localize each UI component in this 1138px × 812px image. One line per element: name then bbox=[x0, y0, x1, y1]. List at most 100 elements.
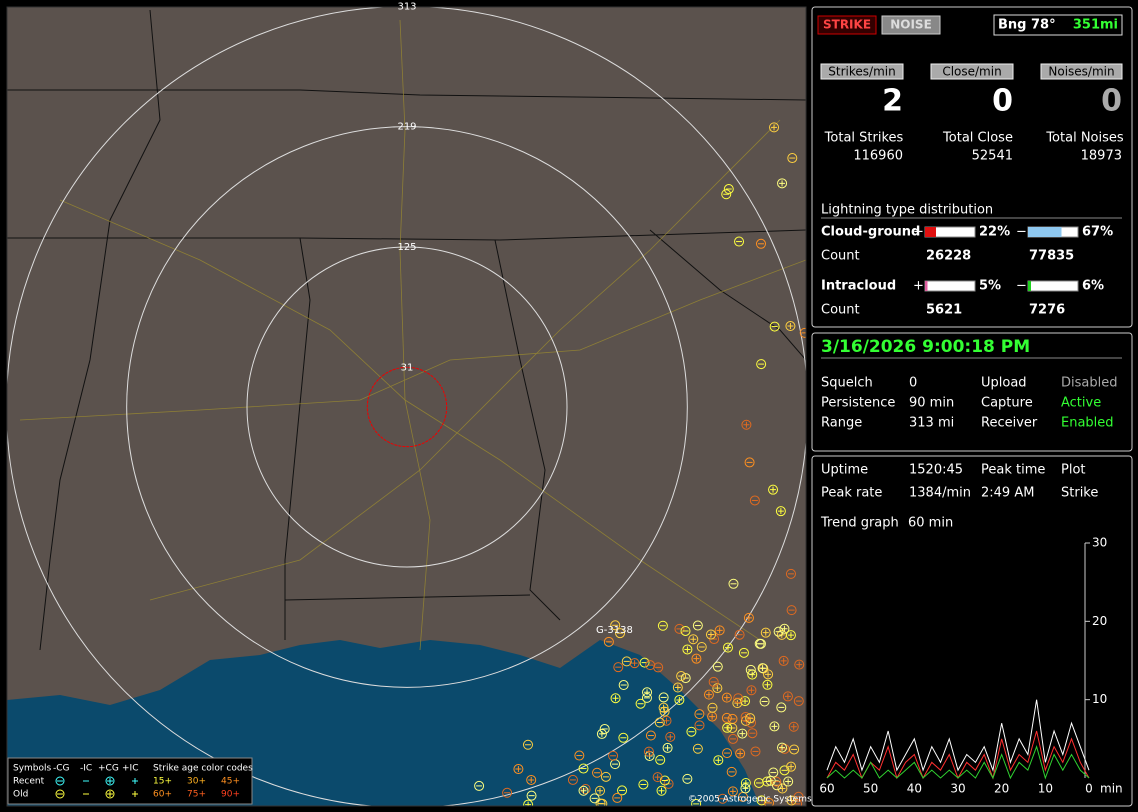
strike-symbol bbox=[723, 694, 730, 701]
stats-cell: Uptime bbox=[821, 463, 868, 478]
status-cell: Upload bbox=[981, 376, 1027, 391]
strike-symbol bbox=[785, 568, 796, 579]
strike-symbol bbox=[733, 693, 744, 704]
strike-symbol bbox=[747, 728, 758, 739]
strike-symbol bbox=[608, 750, 619, 761]
rate-button[interactable] bbox=[820, 63, 904, 80]
legend-symbol bbox=[107, 778, 113, 784]
strike-symbol bbox=[771, 723, 778, 730]
trend-label: Trend graph bbox=[820, 516, 899, 531]
strike-symbol bbox=[787, 323, 794, 330]
strike-symbol bbox=[612, 695, 619, 702]
noise-button-label[interactable]: NOISE bbox=[890, 18, 932, 32]
strike-symbol bbox=[728, 578, 739, 589]
strike-symbol bbox=[643, 746, 654, 757]
strike-symbol bbox=[707, 702, 718, 713]
strike-symbol bbox=[743, 612, 754, 623]
strike-symbol bbox=[595, 798, 606, 806]
legend-type: -IC bbox=[80, 764, 92, 774]
strike-symbol bbox=[727, 786, 738, 797]
rate-label[interactable]: Noises/min bbox=[1048, 65, 1114, 79]
strike-symbol bbox=[721, 712, 732, 723]
strike-symbol bbox=[578, 763, 589, 774]
strike-symbol bbox=[694, 720, 705, 731]
status-cell: Capture bbox=[981, 396, 1033, 411]
strike-symbol bbox=[788, 797, 795, 804]
strike-symbol bbox=[629, 658, 640, 669]
strike-symbol bbox=[779, 744, 786, 751]
strike-symbol bbox=[780, 657, 787, 664]
strike-symbol bbox=[713, 755, 724, 766]
strike-symbol bbox=[574, 750, 585, 761]
strike-symbol bbox=[639, 657, 650, 668]
strike-symbol bbox=[617, 785, 628, 796]
trend-value: 60 min bbox=[908, 516, 953, 531]
rate-button[interactable] bbox=[930, 63, 1014, 80]
strike-symbol bbox=[789, 744, 800, 755]
x-tick-label: 10 bbox=[1038, 782, 1053, 796]
x-tick-label: 30 bbox=[950, 782, 965, 796]
total-value: 18973 bbox=[1081, 149, 1122, 164]
status-cell: Active bbox=[1061, 396, 1101, 411]
count-label: Count bbox=[821, 249, 860, 264]
strike-button[interactable] bbox=[817, 15, 877, 35]
status-panel bbox=[811, 332, 1133, 452]
strike-symbol bbox=[777, 742, 788, 753]
strike-symbol bbox=[686, 726, 697, 737]
strike-symbol bbox=[694, 709, 705, 720]
rate-label[interactable]: Close/min bbox=[942, 65, 1001, 79]
rate-button[interactable] bbox=[1040, 63, 1123, 80]
strike-symbol bbox=[755, 638, 766, 649]
strike-symbol bbox=[592, 767, 603, 778]
count-value: 7276 bbox=[1029, 303, 1065, 318]
strike-symbol bbox=[680, 673, 691, 684]
range-rings bbox=[7, 7, 806, 806]
status-cell: 313 mi bbox=[909, 416, 954, 431]
strike-symbol bbox=[779, 623, 790, 634]
strike-symbol bbox=[785, 630, 796, 641]
strike-symbol bbox=[759, 696, 770, 707]
strike-symbol bbox=[603, 636, 614, 647]
strike-symbol bbox=[676, 671, 687, 682]
strike-symbol bbox=[696, 641, 707, 652]
strike-symbol bbox=[474, 780, 485, 791]
strike-symbol bbox=[682, 644, 693, 655]
y-tick-label: 10 bbox=[1092, 692, 1107, 706]
percent-label: 22% bbox=[979, 225, 1010, 240]
strike-symbol bbox=[600, 771, 611, 782]
strike-symbol bbox=[667, 733, 674, 740]
strike-symbol bbox=[709, 713, 716, 720]
legend-label: Strike age color codes bbox=[153, 764, 253, 774]
strike-symbol bbox=[743, 421, 750, 428]
strike-symbol bbox=[692, 743, 703, 754]
legend-type: +CG bbox=[98, 764, 119, 774]
strike-symbol bbox=[749, 495, 760, 506]
distribution-title: Lightning type distribution bbox=[821, 203, 993, 218]
strike-symbol bbox=[724, 644, 731, 651]
strike-symbol bbox=[659, 706, 670, 717]
x-tick-label: 0 bbox=[1085, 782, 1093, 796]
strike-symbol bbox=[792, 798, 803, 806]
x-tick-label: 50 bbox=[863, 782, 878, 796]
strike-symbol bbox=[599, 723, 610, 734]
bearing-box bbox=[993, 14, 1123, 36]
strike-symbol bbox=[756, 795, 767, 806]
rate-label[interactable]: Strikes/min bbox=[828, 65, 895, 79]
strike-symbol bbox=[707, 631, 714, 638]
strike-symbol bbox=[612, 792, 623, 803]
total-value: 52541 bbox=[972, 149, 1013, 164]
legend-age: 60+ bbox=[153, 790, 172, 800]
strike-symbol bbox=[641, 692, 652, 703]
noise-button[interactable] bbox=[881, 15, 941, 35]
strike-symbol bbox=[618, 732, 629, 743]
legend-age: 30+ bbox=[187, 777, 206, 787]
strike-symbol bbox=[765, 775, 776, 786]
datetime: 3/16/2026 9:00:18 PM bbox=[821, 337, 1030, 357]
strike-symbol bbox=[598, 730, 605, 737]
strike-symbol bbox=[578, 785, 589, 796]
strike-symbol bbox=[771, 124, 778, 131]
range-label: 313 bbox=[397, 1, 416, 12]
percent-track bbox=[1027, 280, 1079, 292]
strike-symbol bbox=[765, 671, 772, 678]
strike-button-label[interactable]: STRIKE bbox=[823, 18, 871, 32]
